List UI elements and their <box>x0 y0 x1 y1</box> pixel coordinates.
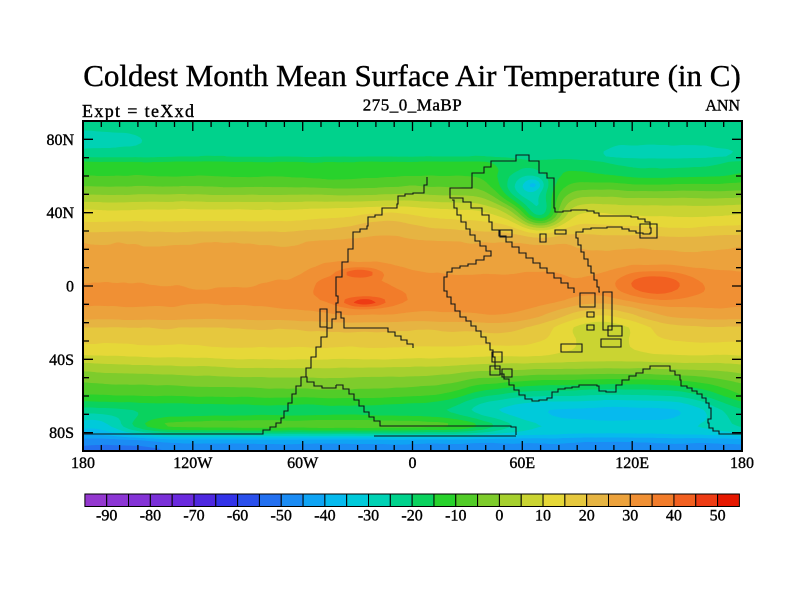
svg-text:120W: 120W <box>173 455 213 472</box>
svg-text:10: 10 <box>535 508 551 525</box>
svg-text:80N: 80N <box>46 132 74 149</box>
svg-text:60W: 60W <box>287 455 319 472</box>
svg-text:275_0_MaBP: 275_0_MaBP <box>363 96 462 115</box>
svg-text:-40: -40 <box>314 508 335 525</box>
svg-text:180: 180 <box>71 455 95 472</box>
svg-text:80S: 80S <box>49 425 74 442</box>
svg-text:-20: -20 <box>401 508 422 525</box>
svg-text:-70: -70 <box>183 508 204 525</box>
svg-text:-80: -80 <box>140 508 161 525</box>
svg-text:-90: -90 <box>96 508 117 525</box>
svg-text:40S: 40S <box>49 352 74 369</box>
svg-text:ANN: ANN <box>705 98 740 115</box>
svg-text:Coldest Month Mean Surface Air: Coldest Month Mean Surface Air Temperatu… <box>83 58 741 93</box>
svg-text:0: 0 <box>409 455 417 472</box>
svg-text:30: 30 <box>622 508 638 525</box>
svg-text:60E: 60E <box>509 455 535 472</box>
svg-text:Expt = teXxd: Expt = teXxd <box>82 101 195 121</box>
svg-text:-60: -60 <box>227 508 248 525</box>
svg-text:40: 40 <box>666 508 682 525</box>
svg-text:-50: -50 <box>271 508 292 525</box>
svg-text:-30: -30 <box>358 508 379 525</box>
svg-text:50: 50 <box>710 508 726 525</box>
svg-text:120E: 120E <box>615 455 649 472</box>
svg-text:40N: 40N <box>46 205 74 222</box>
svg-text:0: 0 <box>66 279 74 296</box>
svg-text:-10: -10 <box>445 508 466 525</box>
svg-text:20: 20 <box>579 508 595 525</box>
svg-text:180: 180 <box>730 455 754 472</box>
svg-text:0: 0 <box>495 508 503 525</box>
